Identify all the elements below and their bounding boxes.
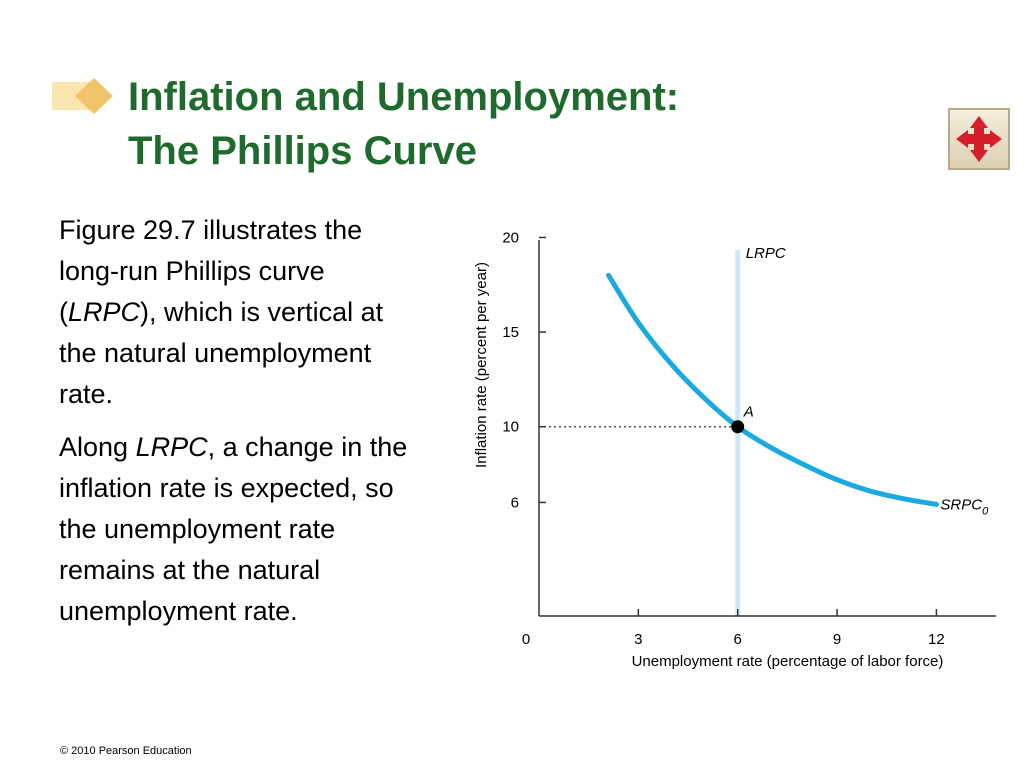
- lrpc-label: LRPC: [746, 245, 786, 262]
- x-tick-label: 6: [734, 631, 742, 648]
- x-tick-label: 3: [634, 631, 642, 648]
- y-axis-label: Inflation rate (percent per year): [473, 262, 490, 468]
- y-tick-label: 20: [502, 229, 519, 246]
- paragraph-2: Along LRPC, a change in the inflation ra…: [59, 427, 419, 632]
- title-line-2: The Phillips Curve: [128, 129, 477, 173]
- x-tick-label: 0: [522, 631, 530, 648]
- slide-body: Figure 29.7 illustrates the long-run Phi…: [59, 210, 419, 644]
- y-tick-label: 10: [502, 419, 519, 436]
- copyright-footer: © 2010 Pearson Education: [60, 745, 192, 757]
- srpc-curve: [606, 272, 939, 507]
- x-tick-label: 12: [928, 631, 945, 648]
- paragraph-2-text-b: , a change in the inflation rate is expe…: [59, 432, 408, 626]
- slide-title: Inflation and Unemployment: The Phillips…: [128, 70, 679, 178]
- paragraph-1-text-a: Figure 29.7 illustrates the long-run Phi…: [59, 215, 363, 327]
- title-line-1: Inflation and Unemployment:: [128, 75, 680, 119]
- y-tick-label: 15: [502, 324, 519, 341]
- paragraph-2-text-a: Along: [59, 432, 136, 462]
- srpc-label-main: SRPC: [940, 496, 982, 513]
- srpc-label-subscript: 0: [982, 505, 989, 517]
- axis-ticks: 6 10 15 20 0 3 6 9 12: [502, 229, 944, 648]
- paragraph-1-italic: LRPC: [68, 297, 141, 327]
- point-a-label: A: [743, 404, 754, 421]
- x-tick-label: 9: [833, 631, 841, 648]
- y-tick-label: 6: [511, 494, 519, 511]
- paragraph-1-text-b: ), which is vertical at the natural unem…: [59, 297, 384, 409]
- srpc-label: SRPC0: [940, 496, 989, 517]
- paragraph-2-italic: LRPC: [135, 432, 208, 462]
- diamond-bullet-icon: [52, 78, 113, 114]
- x-axis-label: Unemployment rate (percentage of labor f…: [632, 653, 944, 670]
- navigation-button[interactable]: [948, 108, 1010, 170]
- paragraph-1: Figure 29.7 illustrates the long-run Phi…: [59, 210, 419, 415]
- four-way-arrows-icon: [956, 116, 1002, 162]
- point-a-marker: [731, 420, 745, 434]
